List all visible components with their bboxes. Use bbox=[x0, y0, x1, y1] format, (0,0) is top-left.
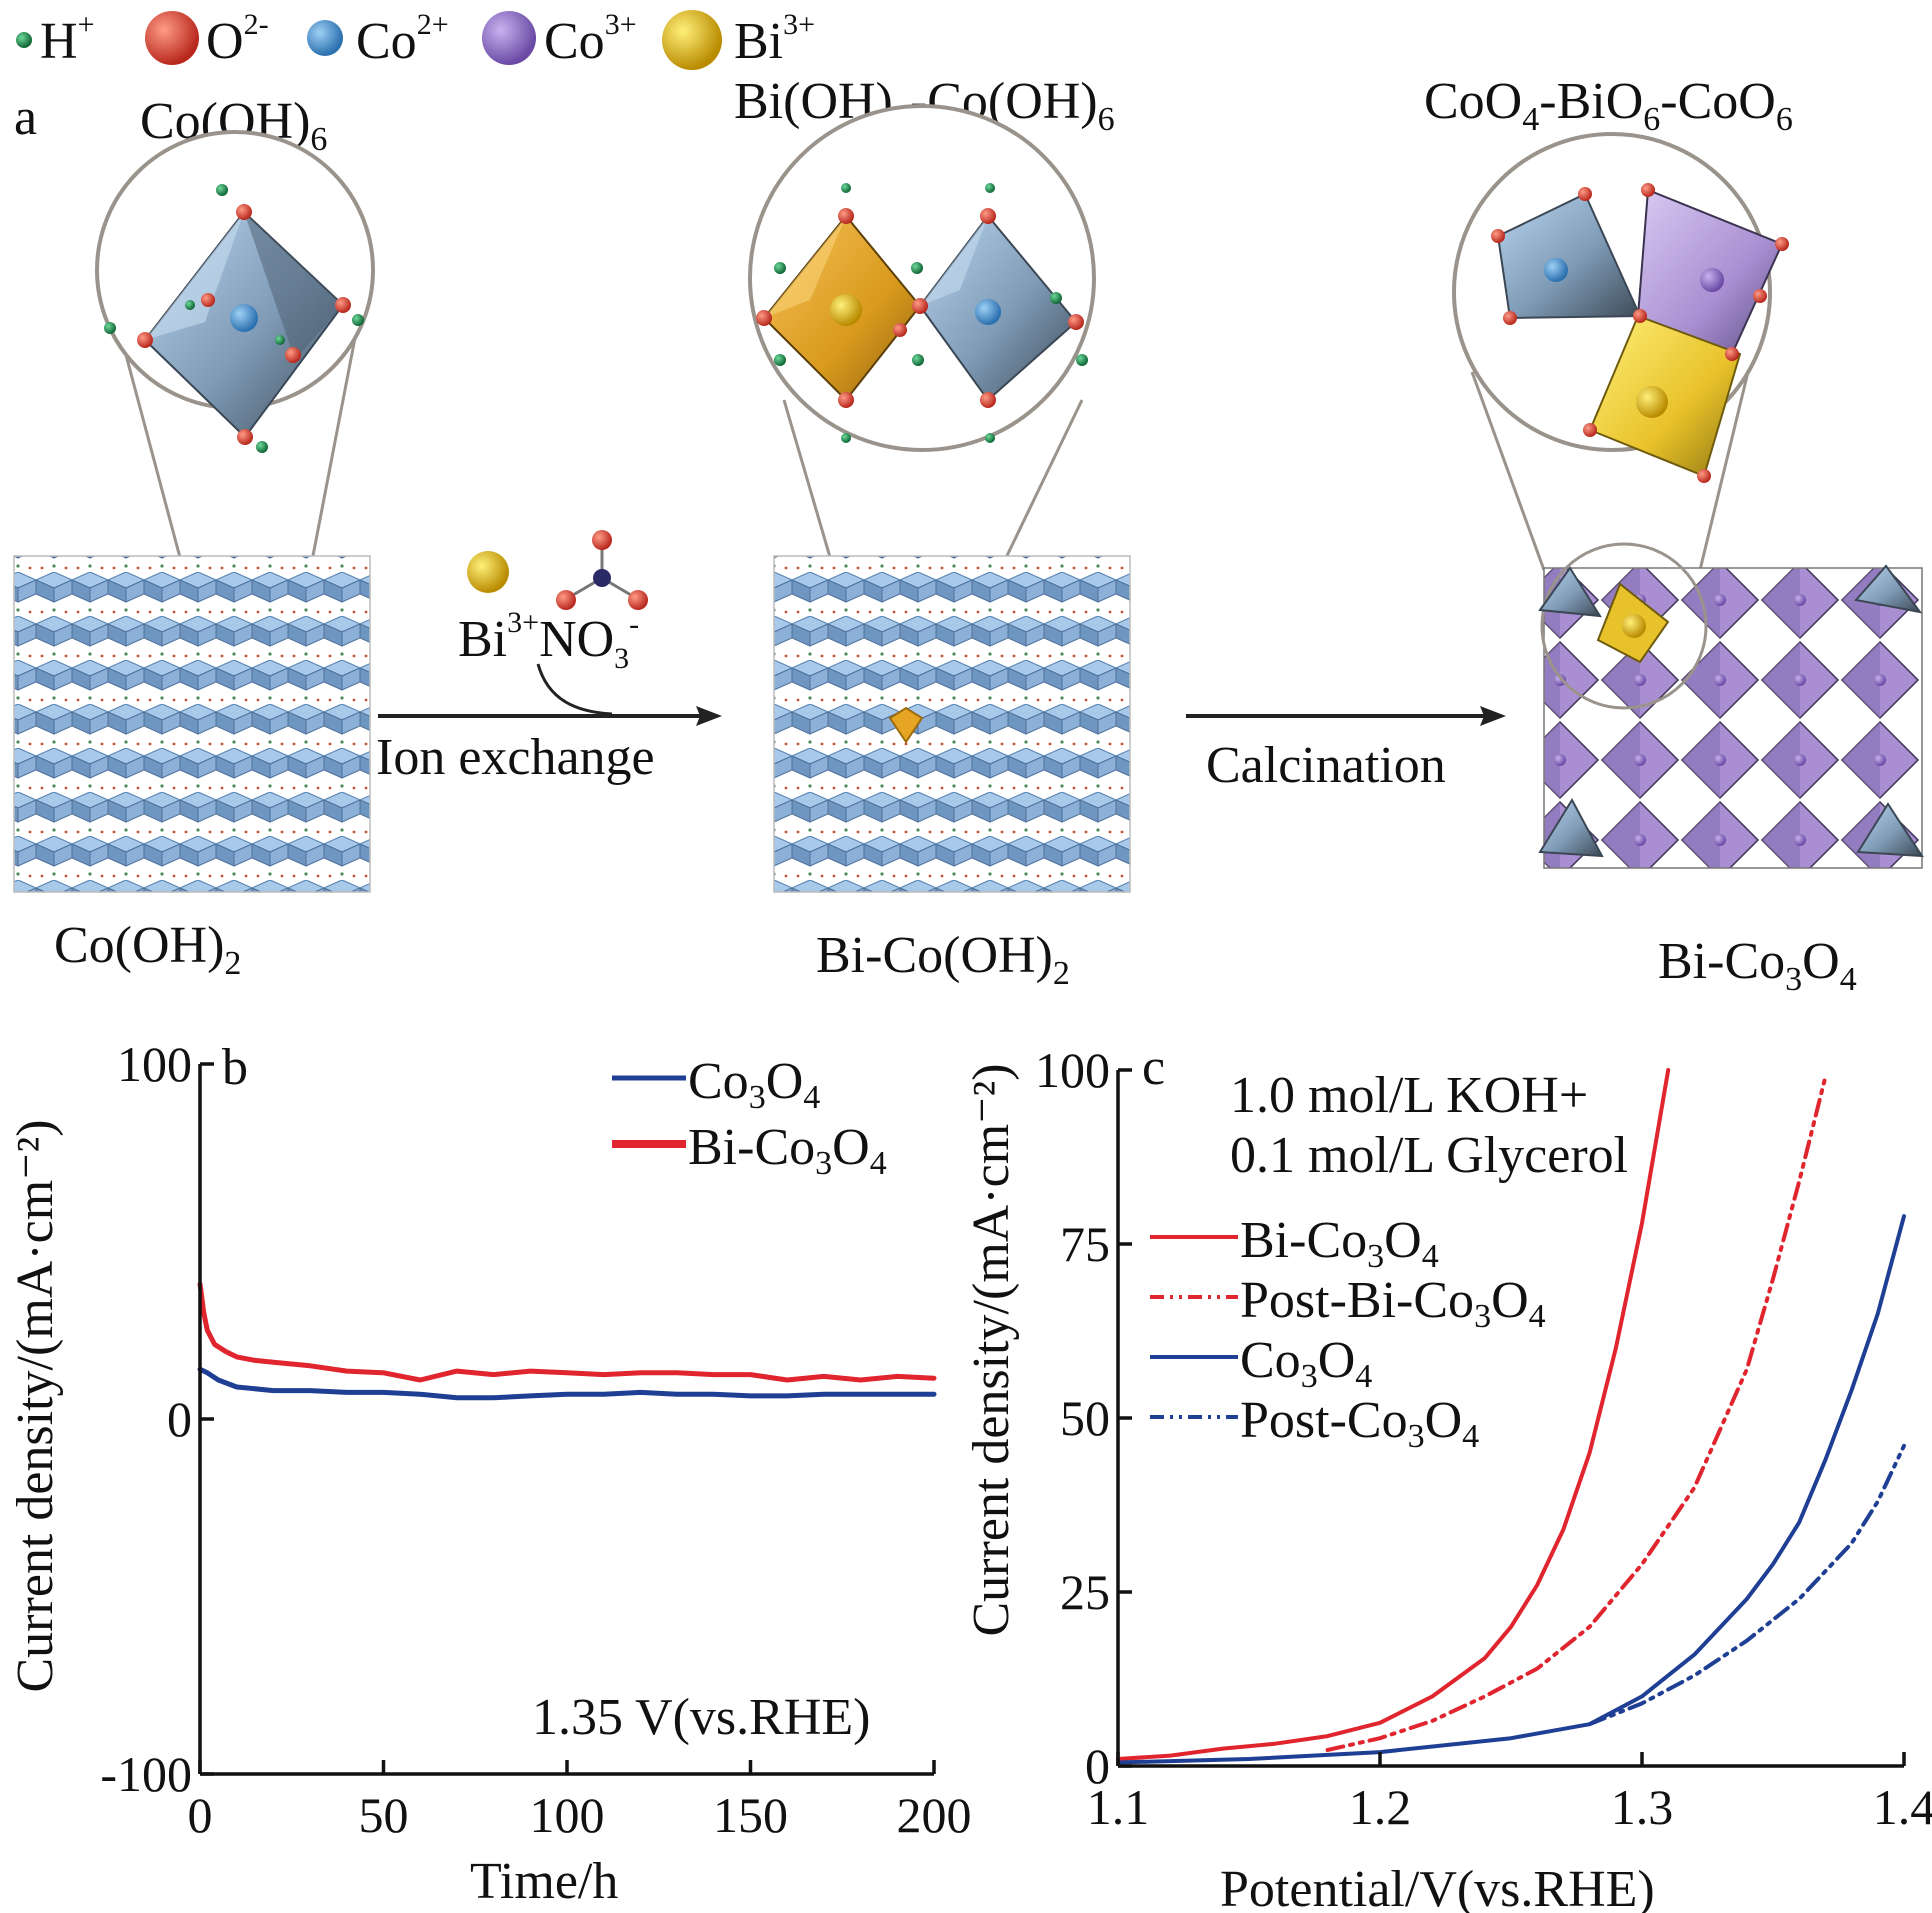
chart-b-series-co3o4 bbox=[197, 1366, 937, 1401]
chart-b-y-axis-title: Current density/(mA·cm⁻²) bbox=[7, 1119, 64, 1692]
co3-ion-swatch bbox=[482, 11, 536, 65]
chart-c-series-post-bi-co3o4 bbox=[1325, 1075, 1828, 1752]
bi-dopant-site bbox=[888, 706, 924, 744]
h-ion-label: H+ bbox=[40, 8, 94, 70]
chart-c-x-tick-label: 1.4 bbox=[1873, 1779, 1932, 1835]
chart-c-y-tick-label: 100 bbox=[1035, 1042, 1110, 1098]
co3-ion-label: Co3+ bbox=[544, 8, 637, 70]
schematic-panel-a: H+ O2- Co2+ Co3+ Bi3+ a Co(OH)6 Bi(OH)6-… bbox=[13, 8, 1924, 998]
coh6-octahedron-zoom bbox=[95, 130, 375, 821]
chart-c-x-tick-label: 1.1 bbox=[1087, 1779, 1150, 1835]
bi-co3o4-material-label: Bi-Co3O4 bbox=[1658, 933, 1857, 998]
chart-c-series-group bbox=[1116, 1068, 1906, 1765]
legend-b-co3o4-label: Co3O4 bbox=[688, 1053, 820, 1116]
chart-c-y-tick-label: 50 bbox=[1060, 1390, 1110, 1446]
bi3-reagent-sphere bbox=[467, 551, 509, 593]
panel-c-label: c bbox=[1142, 1039, 1165, 1096]
bi-coh2-layered-structure bbox=[773, 555, 1131, 893]
chart-c-x-tick-label: 1.2 bbox=[1349, 1779, 1412, 1835]
bi-ion-label: Bi3+ bbox=[734, 8, 815, 70]
chart-b-x-tick-label: 50 bbox=[359, 1787, 409, 1843]
legend-c-co3o4-label: Co3O4 bbox=[1240, 1332, 1372, 1395]
chart-c-legend: Bi-Co3O4 Post-Bi-Co3O4 Co3O4 Post-Co3O4 bbox=[1150, 1212, 1546, 1455]
co2-ion-label: Co2+ bbox=[356, 8, 449, 70]
coh2-material-label: Co(OH)2 bbox=[54, 917, 241, 982]
chart-b-y-tick-label: 0 bbox=[167, 1391, 192, 1447]
co2-ion-swatch bbox=[307, 20, 343, 56]
calcination-label: Calcination bbox=[1206, 737, 1446, 794]
legend-c-post-co3o4-label: Post-Co3O4 bbox=[1240, 1392, 1479, 1455]
chart-b-series-group bbox=[197, 1281, 937, 1401]
chart-c-y-tick-label: 75 bbox=[1060, 1216, 1110, 1272]
chart-c-series-bi-co3o4 bbox=[1116, 1068, 1671, 1761]
panel-b-label: b bbox=[222, 1039, 248, 1096]
chart-b-annotation: 1.35 V(vs.RHE) bbox=[532, 1689, 870, 1746]
o-ion-swatch bbox=[145, 11, 199, 65]
chart-b-x-tick-label: 150 bbox=[713, 1787, 788, 1843]
ion-legend: H+ O2- Co2+ Co3+ Bi3+ bbox=[16, 8, 815, 70]
ion-exchange-step: Bi3+NO3- Ion exchange bbox=[376, 530, 722, 786]
bi-ion-swatch bbox=[662, 10, 722, 70]
chart-b-x-axis-title: Time/h bbox=[470, 1853, 618, 1910]
chart-b-x-tick-label: 100 bbox=[530, 1787, 605, 1843]
chart-c-y-tick-label: 0 bbox=[1085, 1738, 1110, 1794]
chart-c-x-axis-title: Potential/V(vs.RHE) bbox=[1220, 1861, 1655, 1913]
chart-c-y-tick-label: 25 bbox=[1060, 1564, 1110, 1620]
chart-b-x-tick-label: 200 bbox=[897, 1787, 972, 1843]
calcination-step: Calcination bbox=[1186, 706, 1506, 794]
bi-coh2-material-label: Bi-Co(OH)2 bbox=[816, 927, 1070, 992]
chart-b-y-tick-label: 100 bbox=[117, 1036, 192, 1092]
electrolyte-line-2: 0.1 mol/L Glycerol bbox=[1230, 1127, 1628, 1184]
chart-c-series-post-co3o4 bbox=[1587, 1443, 1906, 1727]
chart-b-legend: Co3O4 Bi-Co3O4 bbox=[612, 1053, 887, 1182]
o-ion-label: O2- bbox=[206, 8, 269, 70]
h-ion-swatch bbox=[16, 32, 32, 48]
chart-c-series-co3o4 bbox=[1116, 1214, 1906, 1765]
chart-b-series-bi-co3o4 bbox=[197, 1281, 937, 1383]
panel-a-label: a bbox=[14, 89, 37, 146]
chart-b-x-tick-label: 0 bbox=[188, 1787, 213, 1843]
bi-co-hydroxide-zoom bbox=[748, 104, 1096, 729]
coh2-layered-structure bbox=[13, 555, 371, 893]
chart-c-axes: 100 75 50 25 01.1 1.2 1.3 1.4 bbox=[1035, 1042, 1932, 1835]
bi-co3o4-spinel-structure bbox=[1538, 542, 1924, 869]
reagent-bi3-label: Bi3+NO3- bbox=[458, 606, 639, 675]
legend-c-bi-co3o4-label: Bi-Co3O4 bbox=[1240, 1212, 1439, 1275]
ion-exchange-label: Ion exchange bbox=[376, 729, 655, 786]
chart-c-x-tick-label: 1.3 bbox=[1611, 1779, 1674, 1835]
chart-b-y-tick-label: -100 bbox=[100, 1746, 192, 1802]
chart-c-y-axis-title: Current density/(mA·cm⁻²) bbox=[963, 1063, 1020, 1636]
spinel-unit-zoom bbox=[1452, 132, 1789, 571]
legend-c-post-bi-co3o4-label: Post-Bi-Co3O4 bbox=[1240, 1272, 1546, 1335]
electrolyte-line-1: 1.0 mol/L KOH+ bbox=[1230, 1067, 1588, 1124]
legend-b-bi-co3o4-label: Bi-Co3O4 bbox=[688, 1119, 887, 1182]
coo4-bio6-coo6-unit-title: CoO4-BiO6-CoO6 bbox=[1424, 73, 1793, 138]
